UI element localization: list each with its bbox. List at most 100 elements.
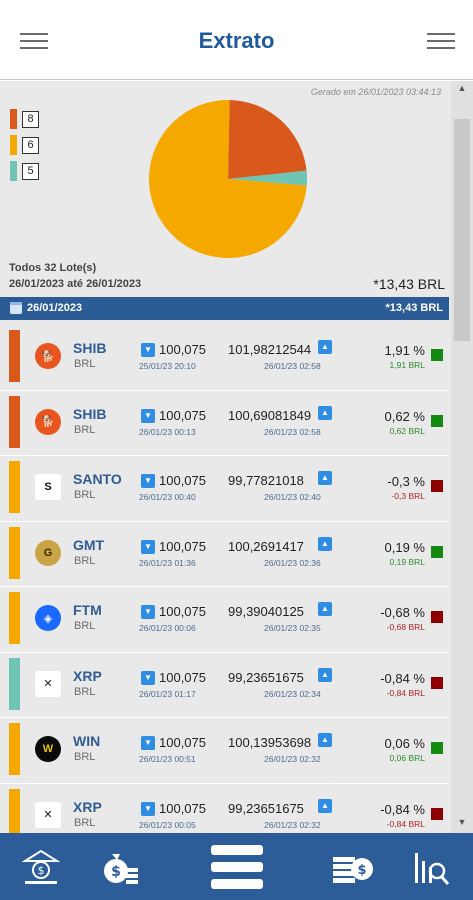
status-indicator [431,480,443,492]
quote-currency: BRL [74,816,96,829]
statement-content[interactable]: Gerado em 26/01/2023 03:44:13 8 6 5 Todo… [0,81,473,833]
legend-item: 5 [10,160,39,182]
profit-brl: -0,84 BRL [386,687,425,698]
buy-time: 26/01/23 00:06 [139,623,196,633]
legend-count: 6 [22,136,39,154]
sell-value: 100,2691417 [228,538,304,554]
profit-brl: 0,06 BRL [389,753,425,763]
profit-brl: 0,19 BRL [389,556,425,567]
coins-icon[interactable]: $ [330,833,376,900]
status-indicator [431,742,443,754]
sell-value: 100,69081849 [228,407,312,423]
quote-currency: BRL [74,423,96,436]
menu-left-icon[interactable] [20,33,48,49]
pie-slice [149,100,307,259]
sell-value: 99,23651675 [228,669,304,685]
sell-arrow-icon: ▲ [318,340,332,354]
summary-panel: Gerado em 26/01/2023 03:44:13 8 6 5 Todo… [0,81,449,295]
profit-brl: -0,68 BRL [386,622,425,632]
category-bar [9,788,20,833]
sell-time: 26/01/23 02:58 [264,361,321,371]
stats-icon[interactable] [408,833,454,900]
trade-list: 🐕 SHIB BRL ▼ 100,075 25/01/23 20:10 101,982125… [0,325,449,833]
legend-count: 8 [22,110,39,128]
lots-label: Todos 32 Lote(s) [9,262,97,274]
status-indicator [431,349,443,361]
ftm-icon: ◈ [35,605,61,631]
menu-icon[interactable] [208,833,266,900]
buy-time: 26/01/23 00:05 [139,819,196,830]
buy-value: 100,075 [159,604,206,619]
trade-row[interactable]: W WIN BRL ▼ 100,075 26/01/23 00:51 100,1395369… [0,718,449,784]
money-bag-icon[interactable]: $ [96,833,142,900]
quote-currency: BRL [74,554,96,567]
buy-arrow-icon: ▼ [141,670,155,685]
sell-arrow-icon: ▲ [318,471,332,485]
sell-time: 26/01/23 02:35 [264,623,321,633]
date-range-label: 26/01/2023 até 26/01/2023 [9,278,142,290]
trade-row[interactable]: S SANTO BRL ▼ 100,075 26/01/23 00:40 99,778210… [0,456,449,522]
shib-icon: 🐕 [35,408,61,435]
sell-value: 99,77821018 [228,473,304,488]
profit-percent: 0,19 % [384,539,425,555]
xrp-icon: ✕ [35,801,61,828]
legend-count: 5 [22,162,39,180]
category-bar [9,592,20,644]
quote-currency: BRL [74,489,96,501]
trade-row[interactable]: 🐕 SHIB BRL ▼ 100,075 26/01/23 00:13 100,690818… [0,391,449,456]
trade-row[interactable]: ✕ XRP BRL ▼ 100,075 26/01/23 00:05 99,23651675… [0,784,449,833]
pie-legend: 8 6 5 [10,108,39,186]
coin-symbol: SHIB [73,405,107,422]
profit-percent: -0,84 % [380,670,425,686]
scrollbar[interactable]: ▲ ▼ [451,81,473,833]
scroll-up-icon[interactable]: ▲ [457,83,467,93]
buy-time: 26/01/23 01:17 [139,688,196,699]
profit-percent: 0,06 % [384,736,425,751]
buy-value: 100,075 [159,538,206,554]
date-group-header[interactable]: 26/01/2023 *13,43 BRL [0,297,449,320]
page-title: Extrato [198,28,275,53]
trade-row[interactable]: G GMT BRL ▼ 100,075 26/01/23 01:36 100,2691417… [0,522,449,587]
calendar-icon [10,302,22,314]
category-bar [9,395,20,448]
gmt-icon: G [35,539,61,566]
buy-time: 26/01/23 00:51 [139,754,196,764]
profit-brl: -0,84 BRL [386,818,425,829]
quote-currency: BRL [74,751,96,763]
profit-percent: 1,91 % [384,343,425,358]
profit-brl: -0,3 BRL [391,491,425,501]
sell-time: 26/01/23 02:32 [264,754,321,764]
svg-text:$: $ [357,863,366,878]
category-bar [9,526,20,579]
buy-value: 100,075 [159,735,206,750]
buy-value: 100,075 [159,800,206,816]
scroll-thumb[interactable] [454,119,470,341]
trade-row[interactable]: ✕ XRP BRL ▼ 100,075 26/01/23 01:17 99,23651675… [0,653,449,718]
profit-percent: 0,62 % [384,408,425,424]
status-indicator [431,414,443,427]
trade-row[interactable]: ◈ FTM BRL ▼ 100,075 26/01/23 00:06 99,39040125… [0,587,449,653]
menu-right-icon[interactable] [427,33,455,49]
app-header: Extrato [0,0,473,80]
sell-value: 100,13953698 [228,735,312,750]
sell-time: 26/01/23 02:34 [264,688,321,699]
bank-icon[interactable]: $ [18,833,64,900]
legend-swatch [10,135,17,155]
sell-time: 26/01/23 02:36 [264,557,321,568]
buy-arrow-icon: ▼ [141,736,155,750]
buy-value: 100,075 [159,473,206,488]
santo-icon: S [35,474,61,500]
trade-row[interactable]: 🐕 SHIB BRL ▼ 100,075 25/01/23 20:10 101,982125… [0,325,449,391]
buy-time: 26/01/23 01:36 [139,557,196,568]
coin-symbol: XRP [73,667,102,684]
category-bar [9,461,20,513]
xrp-icon: ✕ [35,670,61,697]
category-bar [9,723,20,775]
total-value: *13,43 BRL [373,276,445,292]
quote-currency: BRL [74,358,96,370]
profit-percent: -0,68 % [380,605,425,620]
category-bar [9,330,20,382]
sell-arrow-icon: ▲ [318,602,332,616]
legend-swatch [10,109,17,129]
scroll-down-icon[interactable]: ▼ [457,817,467,827]
